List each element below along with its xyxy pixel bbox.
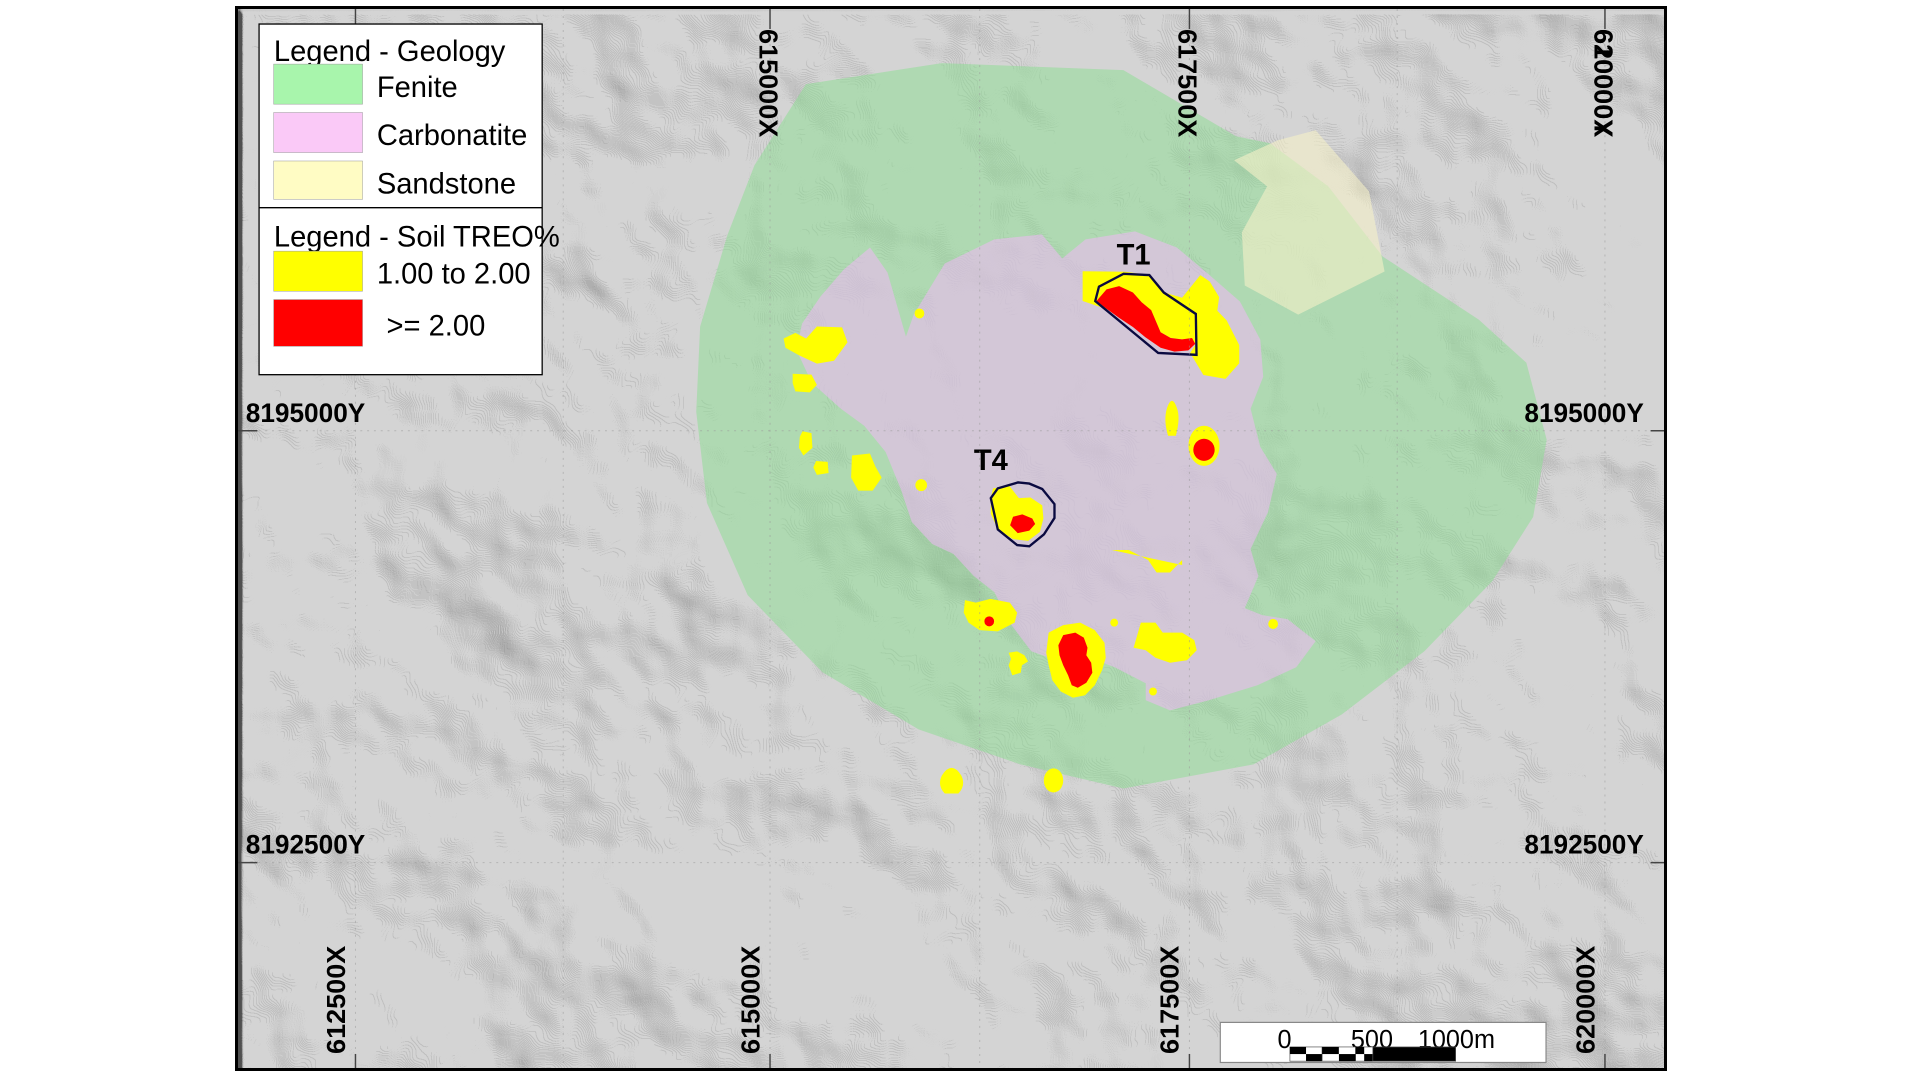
- svg-text:615000X: 615000X: [753, 29, 783, 138]
- svg-text:620000X: 620000X: [1571, 945, 1601, 1054]
- svg-text:>= 2.00: >= 2.00: [387, 309, 486, 343]
- svg-text:Legend - Geology: Legend - Geology: [274, 35, 506, 69]
- svg-text:Carbonatite: Carbonatite: [377, 119, 527, 153]
- svg-text:612500X: 612500X: [321, 945, 351, 1054]
- svg-text:T4: T4: [974, 443, 1009, 477]
- svg-text:8195000Y: 8195000Y: [246, 397, 366, 427]
- svg-text:615000X: 615000X: [736, 945, 766, 1054]
- svg-text:610000Y: 610000Y: [1588, 29, 1618, 138]
- svg-text:Sandstone: Sandstone: [377, 167, 516, 201]
- svg-text:T1: T1: [1117, 238, 1151, 272]
- svg-text:Fenite: Fenite: [377, 71, 458, 105]
- svg-text:8195000Y: 8195000Y: [1524, 397, 1644, 427]
- svg-text:8192500Y: 8192500Y: [1524, 829, 1644, 859]
- svg-text:617500X: 617500X: [1155, 945, 1185, 1054]
- svg-text:Legend - Soil TREO%: Legend - Soil TREO%: [274, 220, 560, 254]
- svg-text:0: 0: [1278, 1026, 1292, 1054]
- svg-text:617500X: 617500X: [1173, 29, 1203, 138]
- svg-text:1.00 to 2.00: 1.00 to 2.00: [377, 257, 531, 291]
- svg-text:8192500Y: 8192500Y: [246, 829, 366, 859]
